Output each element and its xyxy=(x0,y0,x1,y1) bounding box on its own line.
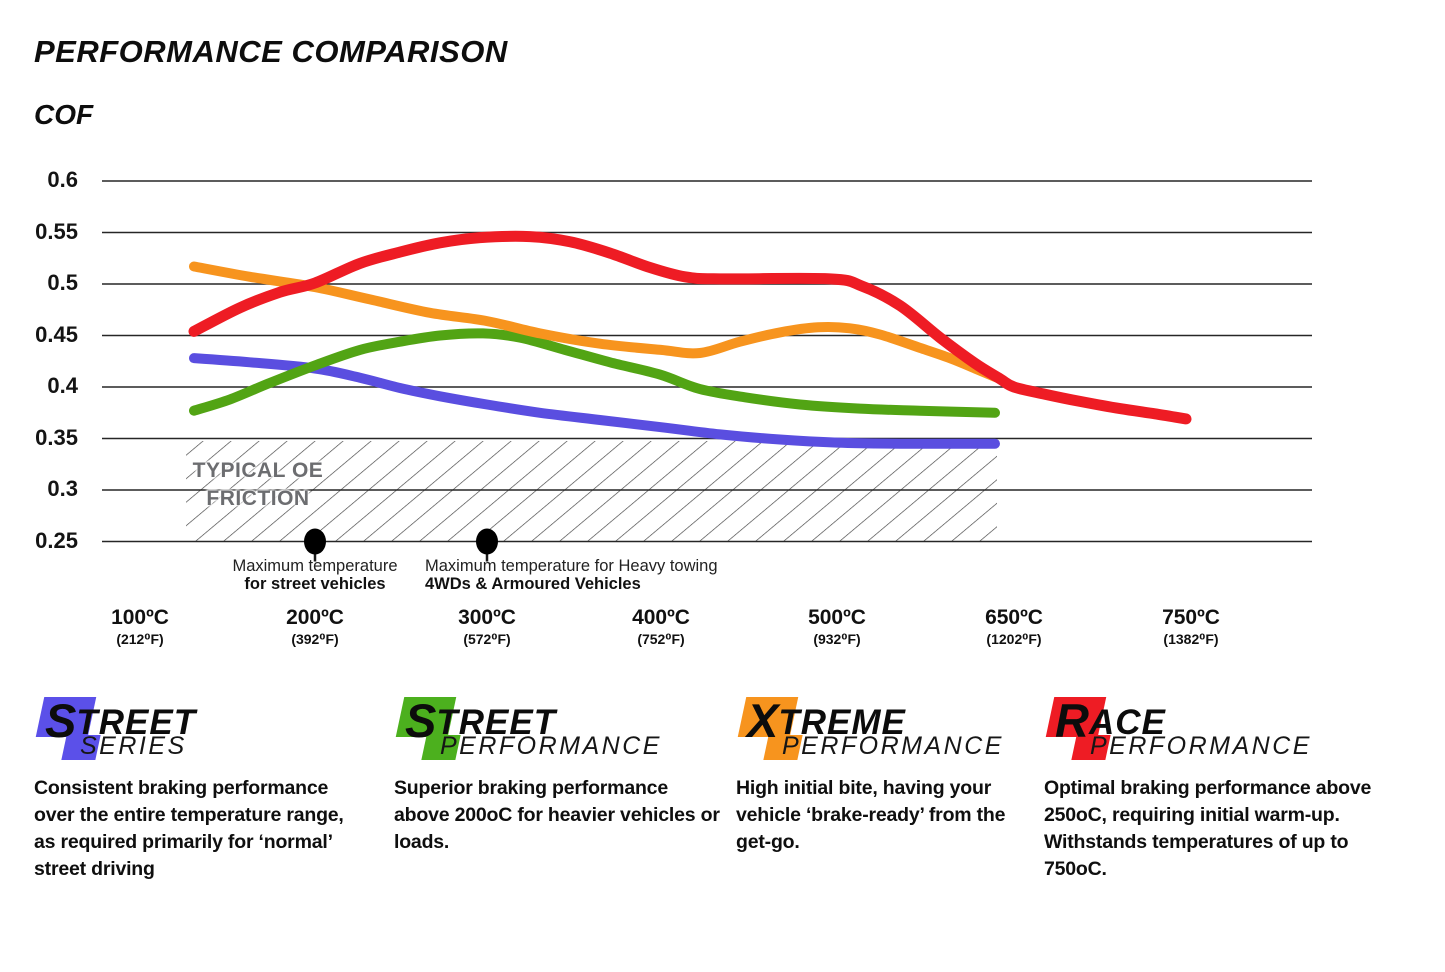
logo-word-main-first-letter: X xyxy=(747,694,779,747)
legend-description: High initial bite, having your vehicle ‘… xyxy=(736,777,1006,853)
logo-word-main-first-letter: S xyxy=(45,694,77,747)
y-axis-tick-label: 0.45 xyxy=(35,321,78,347)
logo-word-main: XTREME xyxy=(747,690,906,747)
legend-column-xtreme-performance: XTREME PERFORMANCE High initial bite, havi… xyxy=(736,694,1016,853)
logo-word-main-rest: TREET xyxy=(436,703,557,742)
legend-column-street-series: STREET SERIES Consistent braking performan… xyxy=(34,694,364,880)
annotation-street-vehicles: Maximum temperature for street vehicles xyxy=(145,557,485,593)
x-axis-tick: 750ºC (1382⁰F) xyxy=(1106,606,1276,648)
x-axis-tick-celsius: 100ºC xyxy=(111,606,169,629)
annotation-line1: Maximum temperature for Heavy towing xyxy=(425,557,718,575)
y-axis-tick-label: 0.25 xyxy=(35,527,78,553)
y-axis-tick-label: 0.5 xyxy=(47,270,78,295)
logo-word-sub: PERFORMANCE xyxy=(1090,732,1312,760)
legend-column-street-performance: STREET PERFORMANCE Superior braking perfor… xyxy=(394,694,724,853)
x-axis-tick-celsius: 750ºC xyxy=(1162,606,1220,629)
logo-word-main: STREET xyxy=(45,690,197,747)
annotation-line2: for street vehicles xyxy=(244,575,386,593)
logo-word-main: STREET xyxy=(405,690,557,747)
annotation-heavy-towing: Maximum temperature for Heavy towing 4WDs… xyxy=(425,557,845,593)
y-axis-tick-label: 0.35 xyxy=(35,424,78,450)
logo-word-main-rest: TREME xyxy=(778,703,906,742)
legend-description: Consistent braking performance over the … xyxy=(34,777,344,880)
x-axis-tick: 200ºC (392⁰F) xyxy=(230,606,400,648)
x-axis-tick-fahrenheit: (1202⁰F) xyxy=(986,631,1042,647)
brand-logo: STREET SERIES xyxy=(34,694,364,768)
y-axis-tick-label: 0.55 xyxy=(35,218,78,244)
y-axis-tick-label: 0.6 xyxy=(47,167,78,192)
x-axis-tick: 500ºC (932⁰F) xyxy=(752,606,922,648)
annotation-dot-0 xyxy=(304,528,326,555)
annotation-line1: Maximum temperature xyxy=(232,557,398,575)
x-axis-tick-fahrenheit: (392⁰F) xyxy=(291,631,339,647)
oe-friction-line2: FRICTION xyxy=(206,487,310,510)
series-line-street-performance xyxy=(189,328,1000,418)
x-axis-tick: 400ºC (752⁰F) xyxy=(576,606,746,648)
brand-logo: XTREME PERFORMANCE xyxy=(736,694,1016,768)
x-axis-tick-celsius: 400ºC xyxy=(632,606,690,629)
x-axis-tick: 300ºC (572⁰F) xyxy=(402,606,572,648)
logo-word-main: RACE xyxy=(1055,690,1166,747)
logo-word-sub: PERFORMANCE xyxy=(782,732,1004,760)
legend-column-race-performance: RACE PERFORMANCE Optimal braking performan… xyxy=(1044,694,1374,880)
logo-word-main-first-letter: R xyxy=(1055,694,1089,747)
series-line-street-series xyxy=(189,353,1000,449)
y-axis-tick-label: 0.3 xyxy=(47,476,78,501)
x-axis-tick-celsius: 200ºC xyxy=(286,606,344,629)
logo-word-main-first-letter: S xyxy=(405,694,437,747)
x-axis-tick-fahrenheit: (1382⁰F) xyxy=(1163,631,1219,647)
page-title: PERFORMANCE COMPARISON xyxy=(34,34,508,69)
logo-word-sub: PERFORMANCE xyxy=(440,732,662,760)
x-axis-tick-fahrenheit: (752⁰F) xyxy=(637,631,685,647)
logo-word-main-rest: TREET xyxy=(76,703,197,742)
y-axis-title: COF xyxy=(34,99,94,130)
x-axis-tick: 100ºC (212⁰F) xyxy=(55,606,225,648)
x-axis-tick-fahrenheit: (932⁰F) xyxy=(813,631,861,647)
legend-description: Optimal braking performance above 250oC,… xyxy=(1044,777,1372,880)
logo-word-sub: SERIES xyxy=(80,732,187,760)
x-axis-tick-fahrenheit: (212⁰F) xyxy=(116,631,164,647)
oe-friction-line1: TYPICAL OE xyxy=(192,459,324,482)
legend-description: Superior braking performance above 200oC… xyxy=(394,777,720,853)
oe-friction-label: TYPICAL OE FRICTION xyxy=(152,457,364,513)
brand-logo: STREET PERFORMANCE xyxy=(394,694,724,768)
chart-svg xyxy=(102,180,1312,562)
x-axis-tick-celsius: 500ºC xyxy=(808,606,866,629)
series-line-xtreme-performance xyxy=(189,261,1002,383)
oe-friction-hatch-area xyxy=(186,441,997,541)
x-axis-tick-celsius: 650ºC xyxy=(985,606,1043,629)
annotation-dot-1 xyxy=(476,528,498,555)
annotation-line2: 4WDs & Armoured Vehicles xyxy=(425,575,641,593)
x-axis-tick-fahrenheit: (572⁰F) xyxy=(463,631,511,647)
x-axis-tick: 650ºC (1202⁰F) xyxy=(929,606,1099,648)
series-line-race-performance xyxy=(188,230,1192,425)
y-axis-tick-label: 0.4 xyxy=(47,373,78,398)
brand-logo: RACE PERFORMANCE xyxy=(1044,694,1374,768)
x-axis-tick-celsius: 300ºC xyxy=(458,606,516,629)
logo-word-main-rest: ACE xyxy=(1088,703,1166,742)
